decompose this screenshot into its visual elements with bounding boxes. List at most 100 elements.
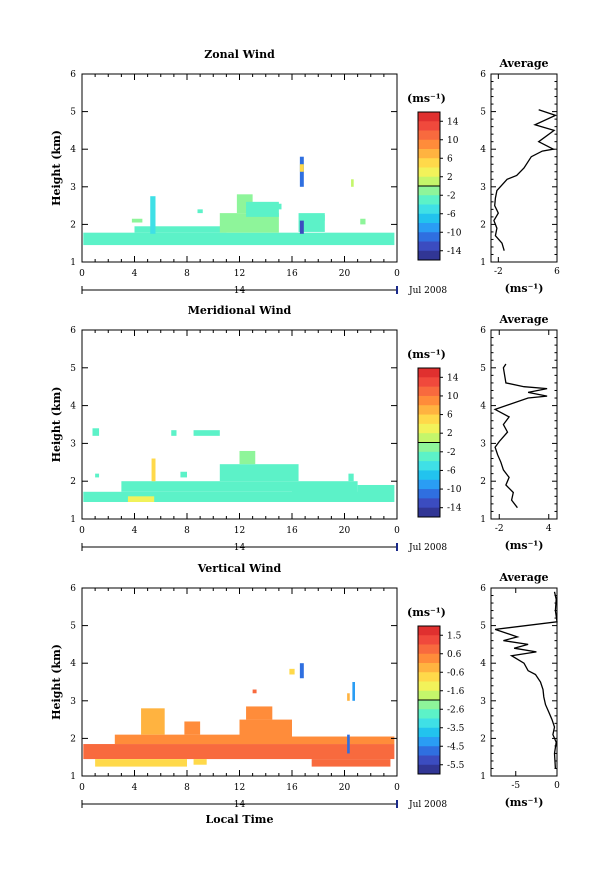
y-tick-label: 6	[70, 584, 76, 594]
colorbar-tick-label: 6	[447, 411, 453, 421]
y-tick-label: 4	[70, 659, 76, 669]
x-tick-label: 8	[184, 269, 190, 279]
x-tick-label: 16	[286, 269, 298, 279]
x-tick-label: 8	[184, 783, 190, 793]
profile-y-tick-label: 6	[480, 70, 486, 80]
colorbar-swatch	[418, 121, 440, 131]
colorbar-swatch	[418, 414, 440, 425]
colorbar-tick-label: -6	[447, 210, 456, 220]
x-tick-label: 12	[234, 783, 245, 793]
colorbar-swatch	[418, 681, 440, 692]
date-label: Jul 2008	[408, 543, 447, 553]
data-cell	[351, 179, 354, 187]
y-tick-label: 5	[70, 622, 76, 632]
data-cell	[193, 759, 207, 765]
data-cell	[348, 473, 354, 482]
colorbar-swatch	[418, 158, 440, 168]
colorbar-tick-label: -6	[447, 466, 456, 476]
profile-x-tick-label: -2	[494, 267, 503, 277]
colorbar-swatch	[418, 700, 440, 710]
data-cell	[239, 719, 292, 745]
x-tick-label: 0	[394, 526, 400, 536]
colorbar-swatch	[418, 395, 440, 406]
data-cell	[252, 689, 257, 694]
y-tick-label: 3	[70, 697, 76, 707]
profile-y-tick-label: 5	[480, 364, 486, 374]
colorbar-tick-label: -4.5	[447, 742, 465, 752]
x-tick-label: 4	[132, 783, 138, 793]
date-label: Jul 2008	[408, 800, 447, 810]
data-cell	[289, 668, 295, 675]
colorbar-swatch	[418, 626, 440, 636]
y-tick-label: 5	[70, 364, 76, 374]
colorbar-tick-label: -14	[447, 504, 462, 514]
data-cell	[141, 708, 165, 735]
colorbar-swatch	[418, 709, 440, 719]
colorbar-tick-label: 2	[447, 173, 453, 183]
data-cell	[299, 220, 304, 234]
data-cell	[246, 706, 273, 720]
profile-line	[493, 363, 548, 509]
day-label: 14	[234, 543, 246, 553]
data-cell	[83, 232, 395, 246]
colorbar-swatch	[418, 479, 440, 490]
profile-x-tick-label: 6	[554, 267, 560, 277]
data-cell	[95, 473, 100, 478]
x-tick-label: 4	[132, 526, 138, 536]
colorbar-swatch	[418, 167, 440, 178]
colorbar-tick-label: -10	[447, 485, 462, 495]
profile-frame	[490, 329, 558, 520]
y-axis-label: Height (km)	[50, 644, 63, 720]
data-cell	[299, 164, 304, 172]
data-cell	[298, 213, 325, 232]
colorbar-tick-label: -3.5	[447, 724, 465, 734]
profile-y-tick-label: 2	[480, 477, 486, 487]
profile-y-tick-label: 3	[480, 697, 486, 707]
colorbar-tick-label: -2	[447, 448, 456, 458]
colorbar-swatch	[418, 139, 440, 150]
profile-y-tick-label: 1	[480, 515, 486, 525]
colorbar-swatch	[418, 250, 440, 261]
colorbar-swatch	[418, 195, 440, 205]
data-cell	[134, 226, 227, 233]
colorbar-swatch	[418, 130, 440, 141]
colorbar-tick-label: -2.6	[447, 705, 465, 715]
data-cell	[347, 734, 350, 754]
x-tick-label: 20	[339, 269, 351, 279]
panel-title: Meridional Wind	[188, 304, 292, 317]
x-tick-label: 20	[339, 783, 351, 793]
date-label: Jul 2008	[408, 286, 447, 296]
colorbar-unit: (ms⁻¹)	[407, 92, 446, 105]
colorbar-swatch	[418, 377, 440, 388]
data-cell	[121, 481, 292, 492]
y-tick-label: 3	[70, 439, 76, 449]
data-cell	[193, 430, 220, 436]
colorbar-swatch	[418, 405, 440, 416]
profile-y-tick-label: 5	[480, 622, 486, 632]
colorbar-swatch	[418, 451, 440, 462]
colorbar-swatch	[418, 386, 440, 397]
data-cell	[150, 196, 156, 234]
x-axis-label: Local Time	[206, 813, 274, 826]
data-cell	[83, 491, 395, 502]
colorbar-tick-label: -1.6	[447, 687, 465, 697]
colorbar-swatch	[418, 644, 440, 655]
y-tick-label: 3	[70, 183, 76, 193]
profile-x-tick-label: -2	[495, 524, 504, 534]
profile-y-tick-label: 3	[480, 183, 486, 193]
y-tick-label: 2	[70, 220, 76, 230]
colorbar-swatch	[418, 149, 440, 159]
profile-x-label: (ms⁻¹)	[505, 796, 544, 809]
data-cell	[131, 218, 143, 223]
colorbar-swatch	[418, 727, 440, 738]
profile-y-tick-label: 4	[480, 145, 486, 155]
y-axis-label: Height (km)	[50, 130, 63, 206]
data-cell	[83, 744, 395, 760]
y-tick-label: 1	[70, 258, 76, 268]
x-tick-label: 16	[286, 783, 298, 793]
colorbar-swatch	[418, 507, 440, 518]
colorbar-swatch	[418, 442, 440, 453]
data-cell	[239, 450, 256, 465]
colorbar-tick-label: -2	[447, 191, 456, 201]
